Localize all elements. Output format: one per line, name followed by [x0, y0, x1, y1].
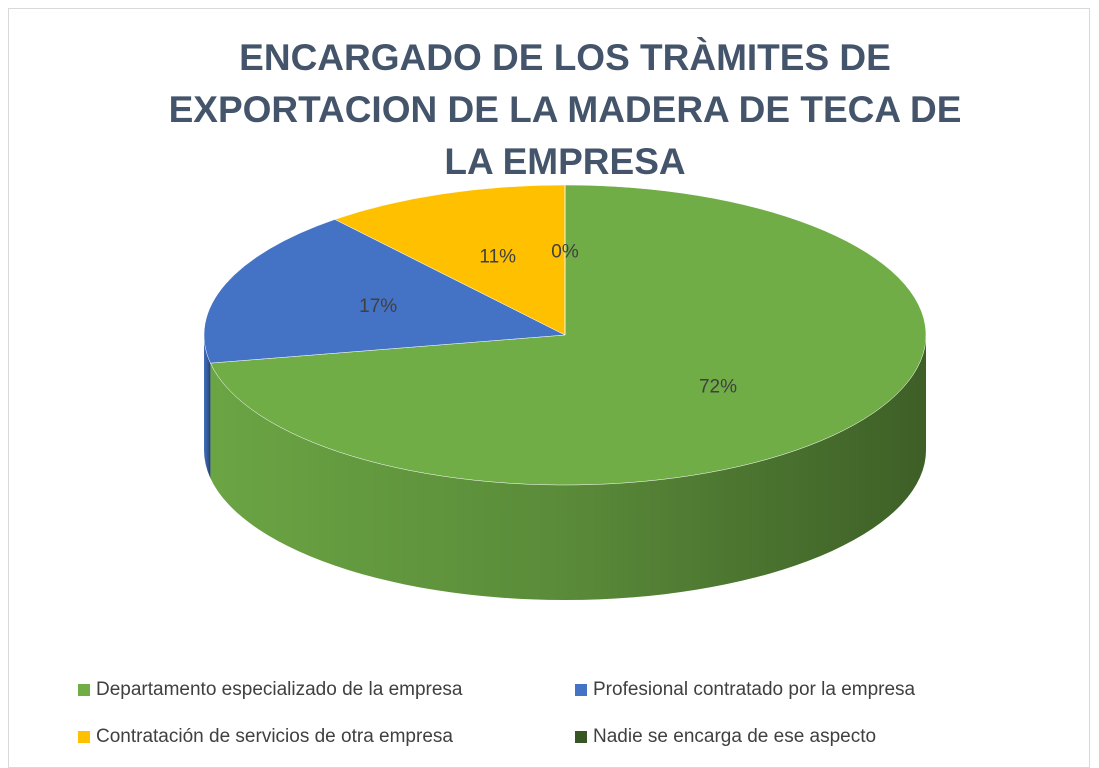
slice-side-shade [204, 335, 211, 479]
legend-swatch [575, 684, 587, 696]
data-label: 0% [551, 242, 579, 263]
legend-swatch [78, 731, 90, 743]
legend-label: Profesional contratado por la empresa [593, 679, 916, 700]
legend-swatch [575, 731, 587, 743]
slice-side-shade [210, 335, 927, 600]
slice [334, 184, 566, 336]
data-label: 11% [479, 246, 516, 267]
data-label: 72% [699, 377, 737, 398]
legend-label: Departamento especializado de la empresa [96, 679, 463, 700]
slice [203, 219, 566, 364]
legend-swatch [78, 684, 90, 696]
legend-label: Nadie se encarga de ese aspecto [593, 726, 876, 747]
chart-title: ENCARGADO DE LOS TRÀMITES DE EXPORTACION… [168, 37, 962, 182]
data-label: 17% [359, 296, 397, 317]
legend-label: Contratación de servicios de otra empres… [96, 726, 453, 747]
slice [210, 184, 927, 486]
